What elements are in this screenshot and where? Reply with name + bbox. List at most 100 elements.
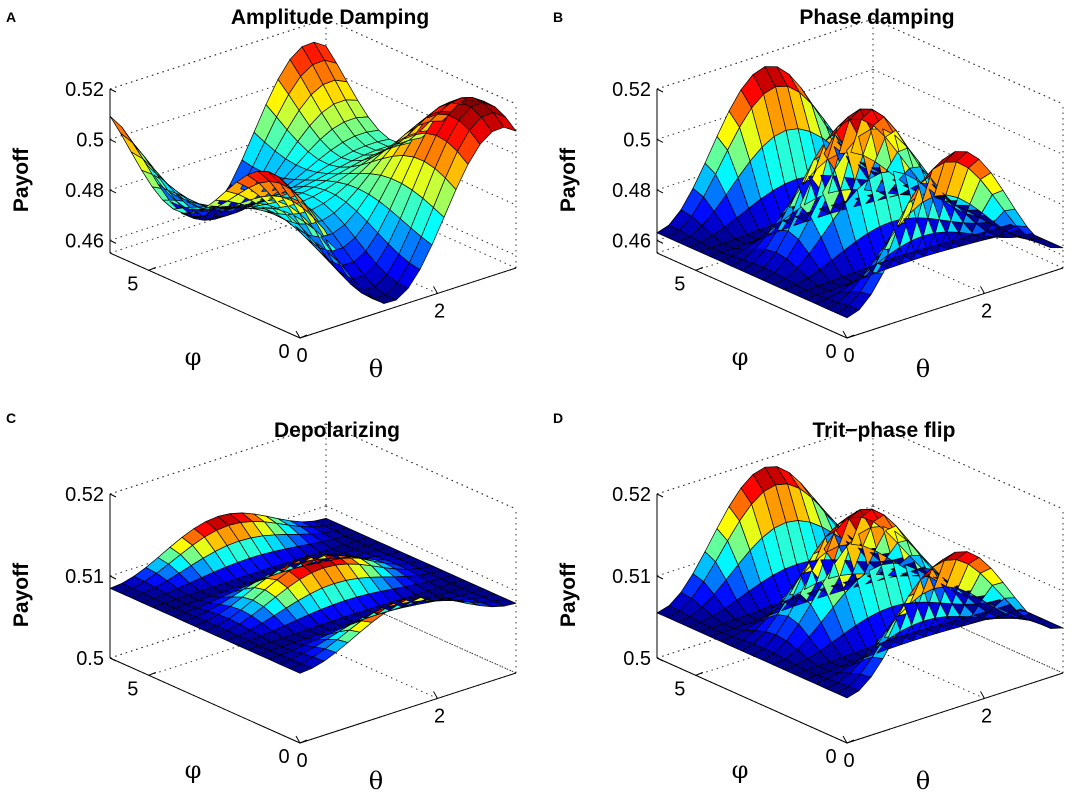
phi-tick-mark bbox=[148, 671, 156, 676]
surface-face bbox=[120, 132, 144, 160]
z-axis-label: Payoff bbox=[10, 562, 33, 627]
phi-axis-label: φ bbox=[185, 756, 202, 784]
z-axis-label: Payoff bbox=[10, 147, 33, 212]
theta-tick-mark bbox=[295, 735, 301, 744]
theta-tick-label: 2 bbox=[981, 705, 992, 727]
phi-axis-line bbox=[656, 252, 848, 339]
z-tick-label: 0.5 bbox=[76, 648, 104, 670]
z-tick-label: 0.51 bbox=[65, 566, 104, 588]
z-tick-label: 0.52 bbox=[612, 484, 651, 506]
z-tick-mark bbox=[656, 575, 664, 580]
surface bbox=[109, 512, 517, 674]
z-tick-mark bbox=[656, 88, 664, 93]
z-tick-mark bbox=[656, 657, 664, 662]
panel-title: Phase damping bbox=[799, 6, 954, 29]
phi-tick-label: 5 bbox=[674, 273, 685, 295]
theta-tick-mark bbox=[433, 286, 438, 294]
phi-axis-line bbox=[656, 657, 848, 744]
panel-letter: C bbox=[6, 410, 16, 426]
z-tick-mark bbox=[109, 493, 117, 498]
panel-c: 0.5 0.51 0.52 0 2 0 5 C Depolarizing Payoff φ θ bbox=[6, 410, 517, 795]
z-tick-label: 0.48 bbox=[612, 180, 651, 202]
surface bbox=[109, 41, 517, 304]
theta-axis-line bbox=[846, 267, 1064, 339]
z-tick-label: 0.52 bbox=[612, 79, 651, 101]
theta-tick-label: 0 bbox=[843, 345, 854, 367]
theta-axis-line bbox=[846, 672, 1064, 744]
z-tick-label: 0.5 bbox=[76, 129, 104, 151]
phi-tick-mark bbox=[846, 334, 855, 339]
theta-tick-label: 2 bbox=[981, 300, 992, 322]
phi-tick-label: 0 bbox=[825, 341, 836, 363]
surface bbox=[656, 466, 1064, 699]
z-tick-mark bbox=[656, 139, 664, 143]
z-tick-label: 0.48 bbox=[65, 180, 104, 202]
panel-d: 0.5 0.51 0.52 0 2 0 5 D Trit−phase flip Payoff φ θ bbox=[553, 410, 1064, 795]
axes bbox=[656, 88, 1064, 339]
z-tick-label: 0.46 bbox=[612, 230, 651, 252]
theta-tick-label: 2 bbox=[434, 705, 445, 727]
phi-tick-label: 0 bbox=[825, 746, 836, 768]
theta-axis-label: θ bbox=[916, 767, 930, 795]
z-tick-mark bbox=[656, 493, 664, 498]
phi-tick-mark bbox=[148, 266, 156, 271]
axes bbox=[656, 493, 1064, 744]
theta-tick-label: 2 bbox=[434, 300, 445, 322]
theta-axis-label: θ bbox=[369, 767, 383, 795]
theta-tick-mark bbox=[842, 735, 848, 744]
theta-tick-label: 0 bbox=[296, 345, 307, 367]
z-tick-mark bbox=[656, 239, 664, 244]
phi-axis-line bbox=[109, 657, 301, 744]
z-tick-mark bbox=[656, 189, 664, 194]
surface-face bbox=[1040, 622, 1064, 629]
z-tick-label: 0.52 bbox=[65, 79, 104, 101]
z-tick-mark bbox=[109, 139, 117, 143]
surface-face bbox=[493, 112, 517, 132]
phi-axis-label: φ bbox=[732, 343, 749, 371]
phi-tick-mark bbox=[846, 739, 855, 744]
theta-axis-label: θ bbox=[369, 355, 383, 383]
axes bbox=[109, 493, 517, 744]
z-tick-label: 0.5 bbox=[623, 129, 651, 151]
z-axis-label: Payoff bbox=[557, 562, 580, 627]
z-tick-mark bbox=[109, 88, 117, 93]
phi-tick-label: 0 bbox=[278, 746, 289, 768]
z-tick-mark bbox=[109, 189, 117, 194]
theta-tick-label: 0 bbox=[843, 750, 854, 772]
z-tick-label: 0.52 bbox=[65, 484, 104, 506]
surface-face bbox=[109, 115, 133, 144]
phi-tick-mark bbox=[695, 671, 703, 676]
panel-letter: D bbox=[553, 410, 563, 426]
z-tick-mark bbox=[109, 239, 117, 244]
theta-tick-mark bbox=[980, 286, 985, 294]
phi-axis-label: φ bbox=[732, 756, 749, 784]
z-tick-mark bbox=[109, 657, 117, 662]
z-tick-label: 0.46 bbox=[65, 230, 104, 252]
phi-tick-mark bbox=[299, 334, 308, 339]
phi-tick-label: 0 bbox=[278, 341, 289, 363]
panel-a: 0.46 0.48 0.5 0.52 0 2 0 5 A Amplitude Damping Pay… bbox=[6, 6, 517, 383]
theta-axis-line bbox=[299, 267, 517, 339]
phi-axis-label: φ bbox=[185, 343, 202, 371]
phi-tick-label: 5 bbox=[127, 273, 138, 295]
theta-tick-mark bbox=[433, 691, 438, 699]
z-tick-mark bbox=[109, 575, 117, 580]
phi-tick-mark bbox=[695, 266, 703, 271]
surface-face bbox=[1029, 238, 1053, 244]
panel-title: Trit−phase flip bbox=[813, 419, 956, 442]
panel-title: Depolarizing bbox=[274, 419, 400, 442]
z-axis-label: Payoff bbox=[557, 147, 580, 212]
panel-letter: A bbox=[6, 9, 16, 25]
theta-tick-label: 0 bbox=[296, 750, 307, 772]
theta-axis-label: θ bbox=[916, 355, 930, 383]
theta-tick-mark bbox=[980, 691, 985, 699]
panel-letter: B bbox=[553, 9, 563, 25]
phi-tick-label: 5 bbox=[127, 678, 138, 700]
theta-tick-mark bbox=[842, 330, 848, 339]
phi-axis-line bbox=[109, 252, 301, 339]
phi-tick-mark bbox=[299, 739, 308, 744]
theta-axis-line bbox=[299, 672, 517, 744]
phi-tick-label: 5 bbox=[674, 678, 685, 700]
theta-tick-mark bbox=[295, 330, 301, 339]
